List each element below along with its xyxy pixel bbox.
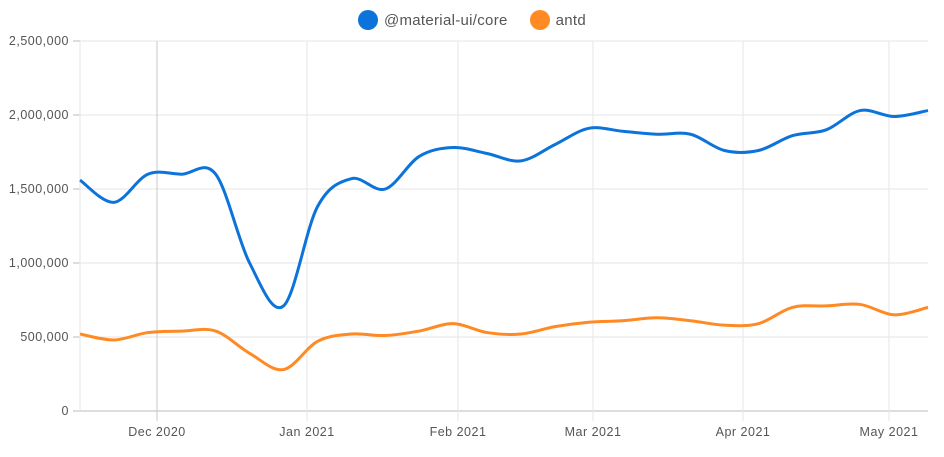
series-line-material-ui[interactable] — [79, 108, 929, 310]
x-tick-label: Dec 2020 — [128, 425, 186, 439]
legend-item-material-ui[interactable]: @material-ui/core — [357, 10, 508, 30]
legend-swatch-icon — [529, 10, 550, 30]
y-tick-label: 2,500,000 — [9, 34, 69, 48]
x-tick-label: May 2021 — [860, 425, 919, 439]
y-tick-label: 500,000 — [20, 330, 69, 344]
legend-item-antd[interactable]: antd — [529, 10, 587, 30]
y-tick-label: 1,500,000 — [9, 182, 69, 196]
y-tick-label: 0 — [62, 404, 69, 418]
x-tick-label: Jan 2021 — [279, 425, 334, 439]
x-tick-label: Apr 2021 — [716, 425, 771, 439]
x-tick-label: Mar 2021 — [565, 425, 622, 439]
y-tick-label: 1,000,000 — [9, 256, 69, 270]
chart-legend: @material-ui/core antd — [0, 10, 944, 30]
legend-label: antd — [555, 11, 587, 29]
legend-label: @material-ui/core — [383, 11, 508, 29]
y-tick-label: 2,000,000 — [9, 108, 69, 122]
series-line-antd[interactable] — [79, 302, 929, 372]
x-tick-label: Feb 2021 — [430, 425, 487, 439]
legend-swatch-icon — [357, 10, 378, 30]
